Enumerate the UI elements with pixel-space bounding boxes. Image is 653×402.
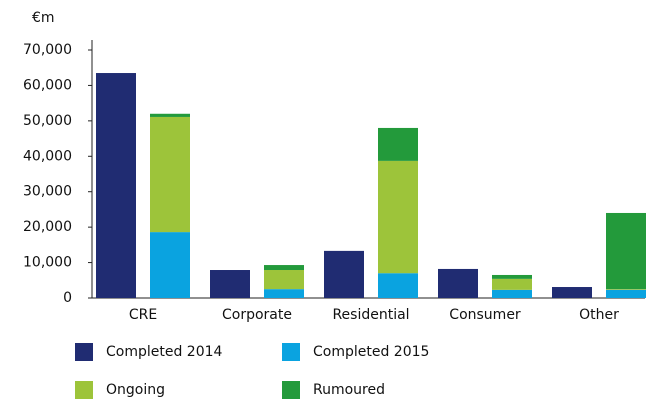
bar bbox=[264, 270, 304, 290]
bar bbox=[264, 289, 304, 298]
y-tick-label: 10,000 bbox=[23, 255, 72, 271]
bar bbox=[324, 250, 364, 298]
bar bbox=[492, 278, 532, 290]
bar bbox=[492, 289, 532, 298]
x-tick-label: Consumer bbox=[449, 307, 521, 323]
legend-swatch bbox=[75, 381, 93, 399]
bar bbox=[492, 274, 532, 279]
x-tick-label: CRE bbox=[129, 307, 157, 323]
x-tick-label: Corporate bbox=[222, 307, 292, 323]
bar bbox=[150, 232, 190, 298]
bar bbox=[606, 289, 646, 298]
bar bbox=[378, 273, 418, 298]
legend-label: Completed 2014 bbox=[106, 344, 223, 360]
y-tick-label: 50,000 bbox=[23, 113, 72, 129]
y-tick-label: 40,000 bbox=[23, 148, 72, 164]
legend-swatch bbox=[75, 343, 93, 361]
bar bbox=[438, 268, 478, 298]
legend-label: Ongoing bbox=[106, 382, 165, 398]
bar bbox=[150, 116, 190, 233]
bar bbox=[552, 287, 592, 298]
bar bbox=[264, 265, 304, 271]
bar bbox=[606, 212, 646, 290]
bar bbox=[606, 289, 646, 290]
y-tick-label: 60,000 bbox=[23, 77, 72, 93]
y-tick-label: 0 bbox=[63, 290, 72, 306]
bar bbox=[150, 113, 190, 117]
y-tick-label: 30,000 bbox=[23, 184, 72, 200]
legend-label: Completed 2015 bbox=[313, 344, 429, 360]
x-tick-label: Other bbox=[579, 307, 619, 323]
y-tick-label: 70,000 bbox=[23, 42, 72, 58]
legend-label: Rumoured bbox=[313, 382, 385, 398]
bar bbox=[378, 127, 418, 161]
bar bbox=[210, 270, 250, 298]
bar bbox=[378, 160, 418, 274]
x-tick-label: Residential bbox=[332, 307, 409, 323]
legend-swatch bbox=[282, 343, 300, 361]
bar bbox=[96, 73, 136, 299]
legend-swatch bbox=[282, 381, 300, 399]
y-tick-label: 20,000 bbox=[23, 219, 72, 235]
y-axis-label: €m bbox=[32, 10, 55, 26]
